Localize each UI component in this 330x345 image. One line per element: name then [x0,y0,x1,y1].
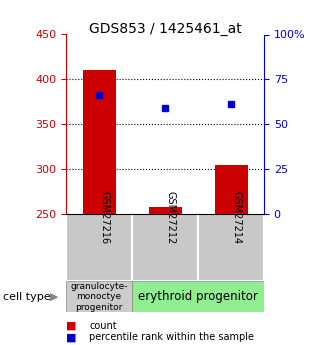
Bar [148,207,182,214]
Text: GSM27214: GSM27214 [231,191,241,244]
Text: ■: ■ [66,333,77,342]
Text: erythroid progenitor: erythroid progenitor [138,290,258,303]
Text: count: count [89,321,117,331]
Bar [66,214,132,281]
Text: GSM27216: GSM27216 [99,191,109,244]
Text: GSM27212: GSM27212 [165,191,175,244]
Text: ■: ■ [66,321,77,331]
Text: GDS853 / 1425461_at: GDS853 / 1425461_at [89,22,241,37]
Bar [82,70,116,214]
Bar [132,214,198,281]
Text: ▶: ▶ [50,292,59,302]
Bar [132,281,264,312]
Bar [214,165,248,214]
Text: cell type: cell type [3,292,51,302]
Text: percentile rank within the sample: percentile rank within the sample [89,333,254,342]
Bar [198,214,264,281]
Text: granulocyte-
monoctye
progenitor: granulocyte- monoctye progenitor [70,282,128,312]
Bar [66,281,132,312]
